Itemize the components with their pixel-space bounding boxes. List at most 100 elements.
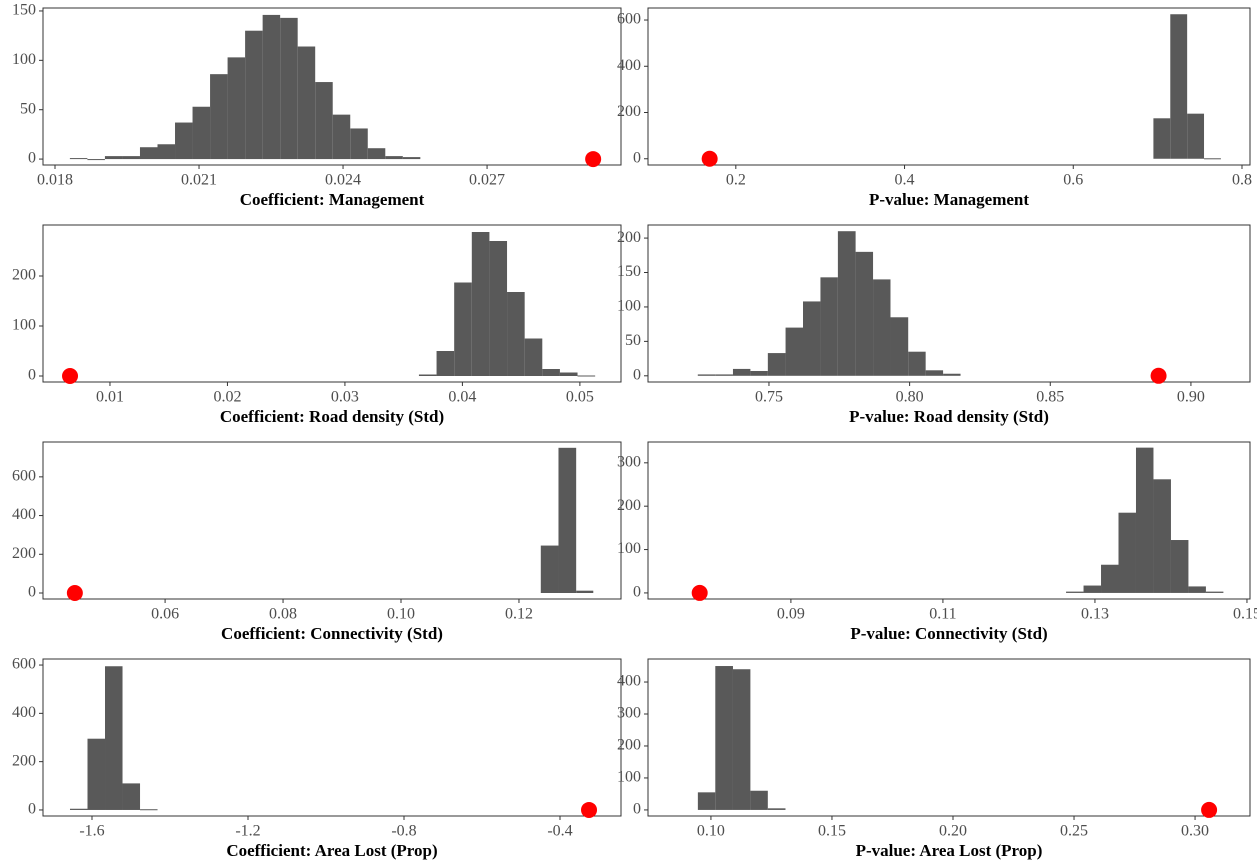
bar [697,374,716,376]
x-tick-label: -1.6 [79,823,104,840]
x-tick-label: -0.4 [547,823,572,840]
observed-point [701,150,718,167]
observed-point [1201,801,1218,818]
y-tick-label: 600 [12,656,36,673]
bar [471,232,490,376]
y-tick-label: 300 [617,705,641,722]
observed-point [691,584,708,601]
bar [350,128,368,160]
bar [315,82,333,160]
x-axis-label: Coefficient: Road density (Std) [220,407,444,426]
bar [1118,512,1136,593]
x-axis-label: Coefficient: Connectivity (Std) [221,624,443,643]
bar [454,282,472,376]
x-tick-label: 0.8 [1232,172,1252,189]
y-tick-label: 0 [633,149,641,166]
observed-point [62,368,79,384]
bar [157,144,176,160]
bar [943,373,961,376]
y-tick-label: 150 [12,2,36,19]
bar [785,327,804,376]
x-tick-label: 0.09 [777,606,805,623]
bar [69,808,88,810]
bar [105,666,123,810]
x-tick-label: 0.04 [448,389,476,406]
bar [837,231,856,376]
bar [697,792,716,810]
x-axis-label: P-value: Connectivity (Std) [850,624,1047,643]
x-tick-label: 0.20 [939,823,967,840]
bar [558,447,577,593]
bar [297,46,316,160]
bar [139,147,158,160]
x-tick-label: 0.10 [697,823,725,840]
bar [1187,113,1205,159]
x-tick-label: -0.8 [391,823,416,840]
bar [1153,118,1171,159]
y-tick-label: 200 [617,737,641,754]
bar [1188,586,1206,593]
panel-border [647,224,1251,383]
bar [542,369,560,376]
bar [890,317,909,376]
bar [436,351,455,376]
x-tick-label: 0.90 [1177,389,1205,406]
y-tick-label: 200 [12,752,36,769]
y-tick-label: 200 [12,545,36,562]
bar [175,122,193,160]
bar [1205,591,1224,593]
bar [1101,564,1119,593]
x-tick-label: 0.85 [1036,389,1064,406]
x-tick-label: 0.80 [896,389,924,406]
observed-point [66,584,83,601]
bar [820,277,838,376]
bar [1170,14,1188,159]
x-tick-label: 0.2 [726,172,746,189]
x-tick-label: 0.15 [818,823,846,840]
x-tick-label: 0.08 [269,606,297,623]
x-tick-label: 0.10 [387,606,415,623]
panel-border [42,7,622,166]
y-tick-label: 0 [633,366,641,383]
bar [140,809,158,811]
bar [559,372,578,376]
bar [908,351,926,376]
x-tick-label: 0.03 [331,389,359,406]
observed-point [585,151,602,168]
bar [577,375,596,377]
bar [418,374,437,376]
bar [87,738,106,810]
y-tick-label: 200 [12,267,36,284]
bar [1204,158,1221,160]
y-tick-label: 600 [617,11,641,28]
bar [715,666,733,810]
y-tick-label: 100 [617,298,641,315]
bar [925,370,944,376]
bar [873,279,891,376]
bar [732,368,751,376]
y-tick-label: 100 [12,317,36,334]
bar [750,790,768,810]
y-tick-label: 0 [28,150,36,167]
panel-border [42,441,622,600]
bar [1083,585,1102,593]
bar [245,30,263,160]
x-tick-label: 0.15 [1233,606,1257,623]
bar [507,292,525,376]
x-tick-label: 0.018 [37,172,73,189]
y-tick-label: 0 [28,584,36,601]
x-axis-label: P-value: Management [869,190,1029,209]
x-tick-label: 0.06 [151,606,179,623]
y-tick-label: 50 [20,100,36,117]
bar [402,157,421,160]
x-tick-label: 0.75 [755,389,783,406]
panel-border [42,224,622,383]
bar [855,251,874,376]
x-axis-label: Coefficient: Management [240,190,425,209]
x-tick-label: 0.12 [505,606,533,623]
y-tick-label: 200 [617,103,641,120]
y-tick-label: 400 [12,704,36,721]
x-tick-label: 0.027 [469,172,505,189]
bar [767,353,786,376]
y-tick-label: 100 [12,51,36,68]
